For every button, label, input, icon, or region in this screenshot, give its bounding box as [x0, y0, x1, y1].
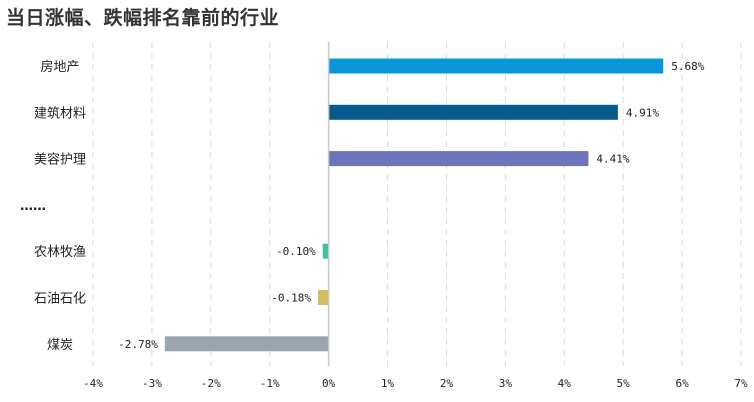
bar	[328, 58, 664, 74]
bar	[322, 243, 329, 259]
bars	[164, 58, 664, 352]
value-label: -0.18%	[271, 292, 311, 305]
category-label: ……	[20, 199, 46, 214]
category-label: 建筑材料	[34, 105, 86, 121]
x-tick-label: -4%	[83, 377, 103, 390]
x-tick-label: 7%	[734, 377, 748, 390]
value-label: -0.10%	[276, 245, 316, 258]
x-tick-label: -1%	[260, 377, 280, 390]
x-tick-label: 0%	[322, 377, 336, 390]
bar	[318, 290, 329, 305]
x-tick-label: 5%	[617, 377, 631, 390]
x-tick-labels: -4% -3% -2% -1% 0% 1% 2% 3% 4% 5% 6% 7%	[83, 377, 748, 390]
x-tick-label: -2%	[201, 377, 221, 390]
x-tick-label: 6%	[675, 377, 689, 390]
category-label: 石油石化	[34, 292, 86, 307]
bar	[328, 104, 618, 120]
bar	[164, 336, 329, 352]
gridlines	[92, 42, 742, 366]
x-tick-label: 1%	[381, 377, 395, 390]
x-tick-label: -3%	[142, 377, 162, 390]
value-label: 4.41%	[596, 153, 629, 166]
value-label: 4.91%	[626, 106, 659, 119]
x-tick-label: 2%	[440, 377, 454, 390]
value-label: -2.78%	[118, 338, 158, 351]
x-tick-label: 4%	[558, 377, 572, 390]
value-label: 5.68%	[671, 60, 704, 73]
value-labels: 5.68% 4.91% 4.41% -0.10% -0.18% -2.78%	[118, 60, 705, 351]
chart-title: 当日涨幅、跌幅排名靠前的行业	[6, 7, 280, 29]
x-tick-label: 3%	[499, 377, 513, 390]
category-label: 房地产	[40, 59, 79, 75]
bar	[328, 151, 589, 167]
category-label: 美容护理	[34, 152, 86, 168]
category-label: 农林牧渔	[34, 245, 86, 260]
category-label: 煤炭	[47, 338, 73, 353]
